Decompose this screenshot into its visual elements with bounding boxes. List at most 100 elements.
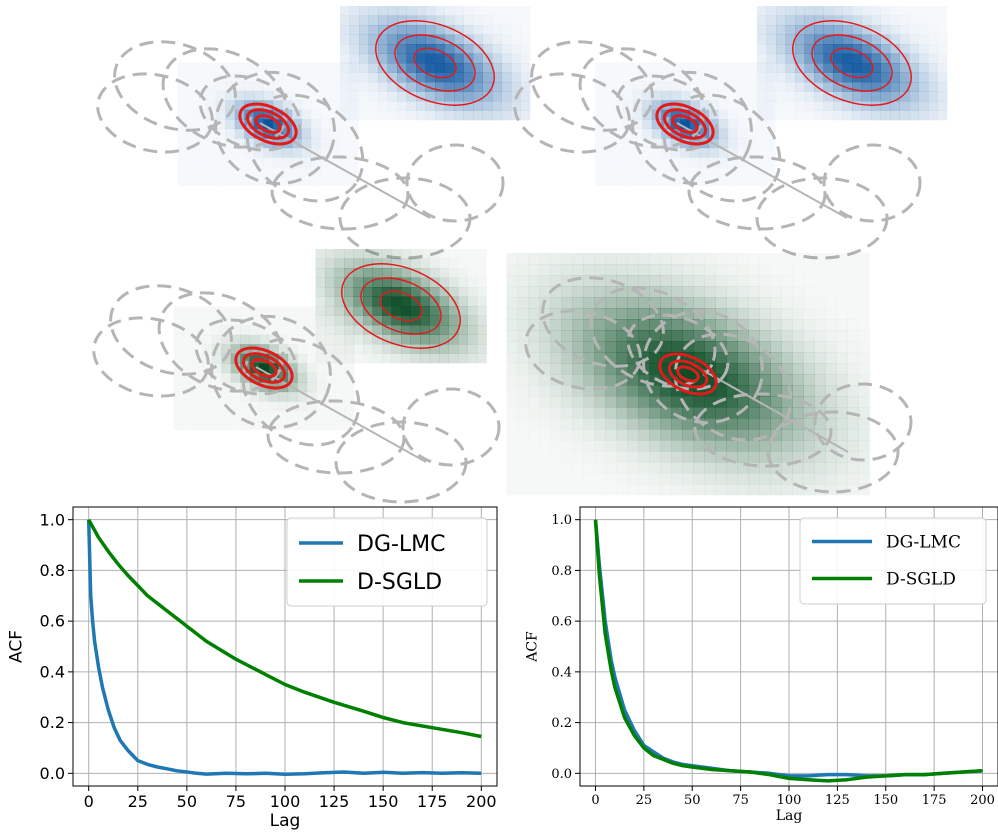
density-cell bbox=[726, 407, 738, 419]
density-cell bbox=[330, 72, 340, 82]
density-cell bbox=[562, 473, 573, 484]
density-cell bbox=[604, 110, 614, 120]
density-cell bbox=[339, 157, 349, 167]
density-cell bbox=[477, 249, 487, 259]
density-cell bbox=[682, 462, 694, 474]
density-cell bbox=[528, 297, 540, 309]
density-cell bbox=[174, 382, 184, 392]
density-cell bbox=[511, 72, 521, 83]
density-cell bbox=[616, 264, 628, 276]
density-cell bbox=[781, 374, 793, 386]
density-cell bbox=[234, 81, 245, 92]
density-cell bbox=[230, 363, 241, 374]
density-cell bbox=[737, 176, 747, 186]
density-cell bbox=[680, 128, 691, 139]
density-cell bbox=[349, 63, 360, 73]
dashed-ellipse bbox=[214, 70, 336, 186]
density-cell bbox=[747, 81, 757, 91]
density-cell bbox=[335, 325, 345, 335]
x-tick-label: 0 bbox=[84, 792, 94, 811]
density-cell bbox=[517, 352, 529, 364]
density-cell bbox=[206, 167, 216, 177]
density-cell bbox=[425, 101, 436, 111]
density-cell bbox=[448, 287, 459, 297]
density-cell bbox=[633, 167, 643, 177]
density-cell bbox=[836, 396, 848, 408]
density-cell bbox=[833, 110, 843, 121]
density-cell bbox=[766, 100, 776, 110]
x-tick-label: 0 bbox=[591, 793, 599, 808]
density-cell bbox=[410, 325, 421, 335]
density-cell bbox=[770, 473, 782, 485]
density-cell bbox=[928, 44, 938, 54]
density-cell bbox=[708, 119, 719, 130]
density-cell bbox=[353, 334, 364, 345]
density-cell bbox=[282, 167, 292, 177]
density-cell bbox=[382, 353, 392, 364]
density-cell bbox=[420, 287, 430, 297]
density-cell bbox=[759, 286, 771, 298]
density-cell bbox=[803, 396, 815, 408]
density-cell bbox=[344, 334, 354, 345]
density-cell bbox=[836, 319, 848, 331]
density-cell bbox=[649, 253, 661, 265]
density-cell bbox=[693, 407, 705, 419]
density-cell bbox=[206, 81, 217, 92]
density-cell bbox=[642, 81, 653, 92]
density-cell bbox=[183, 401, 193, 411]
density-cell bbox=[594, 462, 606, 474]
density-cell bbox=[836, 418, 848, 430]
density-cell bbox=[193, 316, 203, 326]
dashed-ellipse bbox=[113, 40, 237, 132]
density-cell bbox=[595, 176, 605, 186]
density-cell bbox=[770, 308, 782, 320]
density-cell bbox=[448, 268, 459, 278]
red-contour bbox=[394, 34, 476, 92]
density-cell bbox=[858, 341, 870, 353]
density-cell bbox=[225, 176, 235, 186]
density-cell bbox=[301, 109, 312, 120]
density-cell bbox=[506, 253, 518, 265]
density-cell bbox=[550, 330, 562, 342]
density-cell bbox=[444, 53, 455, 64]
density-cell bbox=[792, 363, 804, 375]
density-cell bbox=[378, 72, 388, 83]
dashed-ellipse bbox=[615, 74, 719, 152]
density-cell bbox=[583, 275, 595, 287]
red-contour bbox=[250, 358, 278, 378]
density-cell bbox=[595, 148, 605, 158]
density-cell bbox=[909, 110, 919, 121]
density-cell bbox=[890, 110, 900, 121]
density-cell bbox=[718, 176, 728, 186]
density-cell bbox=[689, 147, 700, 158]
density-cell bbox=[467, 296, 478, 307]
density-cell bbox=[842, 53, 853, 64]
y-tick-label: 0.6 bbox=[551, 615, 572, 630]
y-tick-label: 0.2 bbox=[551, 716, 572, 731]
density-cell bbox=[387, 25, 398, 35]
density-cell bbox=[759, 396, 771, 408]
density-cell bbox=[193, 392, 203, 402]
density-cell bbox=[517, 275, 529, 287]
density-cell bbox=[477, 296, 487, 307]
density-cell bbox=[435, 34, 445, 45]
density-cell bbox=[766, 72, 777, 83]
density-cell bbox=[759, 330, 771, 342]
density-cell bbox=[425, 53, 436, 64]
density-cell bbox=[747, 91, 757, 101]
density-cell bbox=[689, 157, 700, 168]
density-cell bbox=[439, 296, 449, 307]
density-cell bbox=[670, 81, 681, 92]
density-cell bbox=[671, 440, 683, 452]
density-cell bbox=[823, 25, 834, 35]
density-cell bbox=[804, 91, 815, 102]
density-cell bbox=[482, 15, 493, 26]
density-cell bbox=[759, 264, 771, 276]
density-cell bbox=[899, 101, 910, 111]
density-cell bbox=[521, 25, 531, 35]
density-cell bbox=[718, 138, 729, 149]
density-cell bbox=[249, 325, 260, 336]
density-cell bbox=[642, 176, 652, 186]
density-cell bbox=[458, 258, 468, 269]
density-cell bbox=[682, 297, 694, 309]
